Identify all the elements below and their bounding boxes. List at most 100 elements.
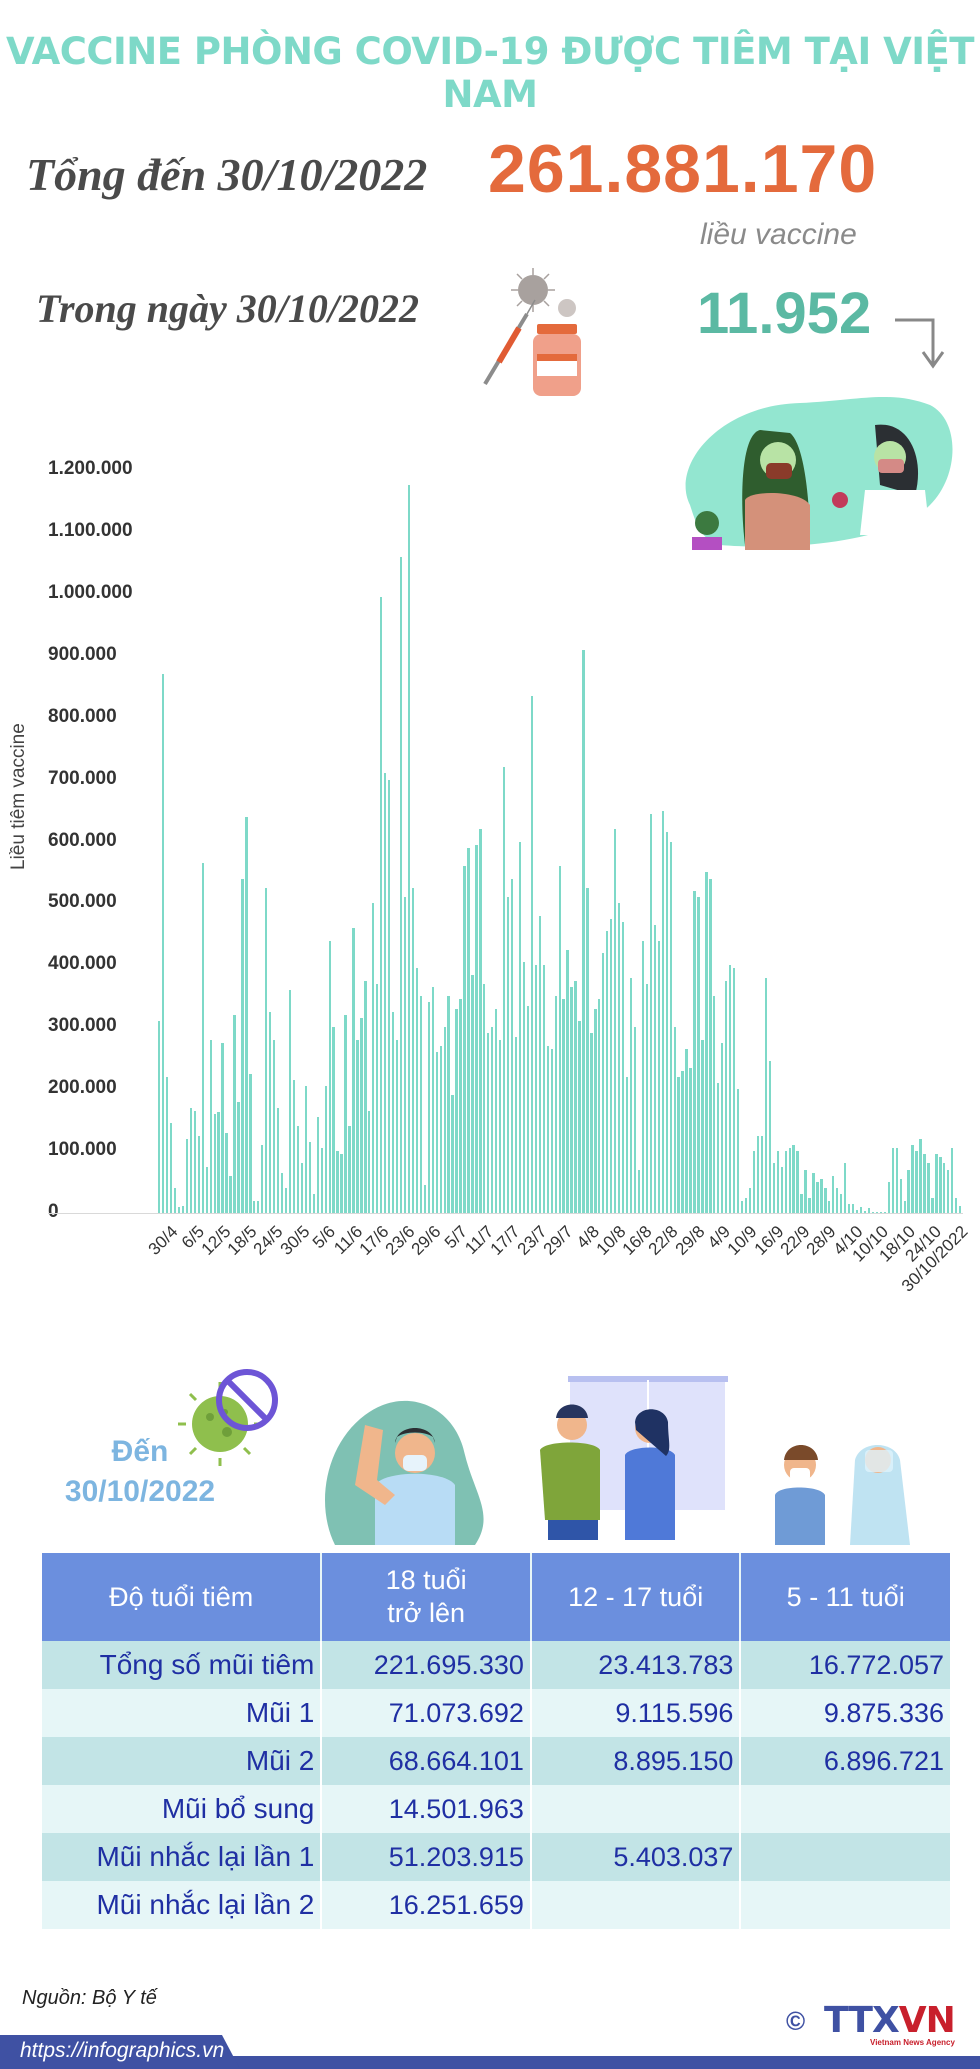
total-label: Tổng đến 30/10/2022	[26, 149, 428, 200]
table-row: Mũi 2 68.664.101 8.895.150 6.896.721	[42, 1737, 950, 1785]
daily-label: Trong ngày 30/10/2022	[36, 286, 419, 331]
y-tick-label: 1.100.000	[48, 519, 133, 541]
chart-bar	[427, 1002, 430, 1213]
chart-bar	[614, 829, 617, 1213]
chart-bar	[352, 928, 355, 1213]
chart-bar	[273, 1039, 276, 1213]
chart-bar	[760, 1135, 764, 1213]
chart-bar	[237, 1101, 240, 1213]
x-tick-label: 29/8	[671, 1222, 709, 1259]
cell-5-11	[740, 1785, 950, 1833]
chart-bar	[459, 999, 462, 1213]
table-row: Tổng số mũi tiêm 221.695.330 23.413.783 …	[42, 1641, 950, 1689]
column-header-text: 5 - 11 tuổi	[786, 1581, 905, 1612]
chart-bar	[431, 987, 434, 1213]
chart-bar	[812, 1172, 815, 1213]
chart-bar	[451, 1095, 454, 1213]
chart-bar	[340, 1154, 343, 1213]
chart-bar	[181, 1205, 185, 1213]
chart-bar	[709, 878, 712, 1213]
patient-woman	[742, 430, 810, 550]
chart-bar	[308, 1141, 311, 1213]
chart-bar	[955, 1197, 958, 1213]
chart-bar	[681, 1070, 684, 1213]
chart-bar	[824, 1188, 827, 1213]
chart-bar	[336, 1151, 339, 1213]
copyright-icon: ©	[786, 2006, 806, 2036]
chart-bar	[665, 832, 668, 1213]
chart-bar	[193, 1110, 196, 1213]
chart-bar	[733, 968, 736, 1213]
chart-bar	[221, 1042, 224, 1213]
chart-bar	[185, 1138, 189, 1213]
cell-12-17: 23.413.783	[530, 1641, 742, 1689]
chart-bar	[736, 1089, 740, 1213]
chart-bar	[364, 980, 367, 1213]
chart-bar	[828, 1200, 831, 1213]
virus-icon	[511, 268, 576, 317]
chart-bar	[740, 1200, 744, 1213]
total-doses-value: 261.881.170	[488, 131, 878, 207]
chart-bar	[796, 1151, 799, 1213]
as-of-date-label: Đến 30/10/2022	[40, 1432, 240, 1512]
chart-bar	[610, 918, 613, 1213]
chart-bar	[693, 891, 696, 1213]
y-tick-label: 0	[48, 1201, 59, 1222]
cell-18-plus: 221.695.330	[321, 1641, 532, 1689]
chart-bar	[927, 1163, 930, 1213]
chart-bar	[629, 977, 633, 1213]
chart-bar	[637, 1169, 641, 1213]
column-header-12-17: 12 - 17 tuổi	[530, 1553, 742, 1641]
x-tick-label: 30/4	[144, 1222, 182, 1259]
row-label: Mũi nhắc lại lần 1	[42, 1833, 323, 1881]
cell-5-11: 6.896.721	[740, 1737, 950, 1785]
chart-bar	[419, 996, 423, 1213]
footer-url-tab	[0, 2035, 240, 2069]
chart-bar	[304, 1086, 308, 1213]
column-header-5-11: 5 - 11 tuổi	[740, 1553, 950, 1641]
chart-bar	[213, 1113, 216, 1213]
cell-18-plus: 68.664.101	[321, 1737, 532, 1785]
chart-bar	[554, 996, 557, 1213]
chart-bar	[848, 1203, 851, 1213]
row-label: Mũi bổ sung	[42, 1785, 323, 1833]
chart-bar	[300, 1163, 304, 1213]
cell-12-17: 9.115.596	[530, 1689, 742, 1737]
chart-bar	[530, 696, 534, 1213]
chart-bar	[673, 1027, 676, 1213]
row-label: Mũi 2	[42, 1737, 323, 1785]
chart-bar	[455, 1008, 458, 1213]
chart-bar	[903, 1200, 906, 1213]
cell-18-plus: 51.203.915	[321, 1833, 532, 1881]
chart-bar	[161, 674, 165, 1213]
y-tick-label: 500.000	[48, 891, 117, 913]
chart-bar	[661, 810, 664, 1213]
chart-bar	[344, 1014, 347, 1213]
y-tick-label: 400.000	[48, 953, 117, 975]
y-tick-label: 700.000	[48, 767, 117, 789]
chart-bar	[653, 925, 656, 1213]
chart-bar	[284, 1188, 288, 1213]
chart-bar	[471, 974, 474, 1213]
chart-bar	[316, 1117, 319, 1213]
chart-bar	[844, 1163, 847, 1213]
chart-bar	[407, 485, 411, 1213]
no-virus-icon	[178, 1369, 278, 1466]
chart-bar	[804, 1169, 807, 1213]
chart-bar	[566, 949, 569, 1213]
chart-bar	[748, 1188, 752, 1213]
chart-bar	[836, 1188, 839, 1213]
footer-url-link[interactable]: https://infographics.vn	[20, 2039, 225, 2062]
chart-bar	[538, 915, 541, 1213]
chart-bar	[443, 1027, 446, 1213]
chart-bar	[209, 1039, 212, 1213]
chart-bar	[899, 1178, 902, 1213]
table-row: Mũi bổ sung 14.501.963	[42, 1785, 950, 1833]
chart-bar	[411, 887, 415, 1213]
chart-bar	[423, 1185, 426, 1213]
chart-bar	[701, 1039, 704, 1213]
cell-12-17: 5.403.037	[530, 1833, 742, 1881]
chart-bar	[768, 1061, 771, 1213]
chart-bar	[855, 1209, 859, 1213]
chart-bar	[618, 903, 621, 1213]
